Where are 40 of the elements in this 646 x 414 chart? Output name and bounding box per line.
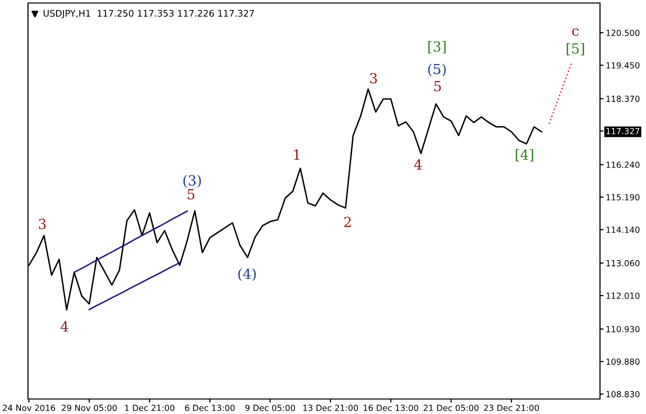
annotation: [3] [428,41,446,54]
y-tick-label: 115.190 [606,194,640,200]
y-tick-label: 113.060 [606,260,640,266]
annotation: (4) [238,268,256,282]
annotation: 3 [38,218,46,230]
annotation: 1 [294,149,300,160]
x-tick-label: 24 Nov 2016 [2,404,56,412]
y-tick-label: 109.880 [606,358,640,365]
x-tick-label: 29 Nov 05:00 [62,404,117,412]
x-tick-label: 23 Dec 21:00 [484,404,539,412]
annotation: 2 [344,216,351,228]
y-tick-label: 112.010 [606,292,640,299]
annotation: 5 [434,81,441,92]
annotation: 5 [188,189,194,200]
annotation: 4 [60,321,68,332]
annotation: 3 [370,72,377,84]
y-tick-label: 116.240 [606,162,640,168]
line-series [88,262,180,310]
annotation: [5] [566,43,584,56]
x-tick-label: 16 Dec 13:00 [364,404,418,412]
y-tick-label: 120.500 [606,30,640,36]
y-tick-label: 110.930 [606,326,640,332]
text: USDJPY,H1 117.250 117.353 117.226 117.327 [44,10,254,18]
annotation: c [572,28,579,36]
x-tick-label: 13 Dec 21:00 [303,404,358,412]
line-series [548,62,572,124]
y-tick-label: 118.370 [606,96,640,102]
x-tick-label: 6 Dec 13:00 [185,404,235,412]
x-tick-label: 9 Dec 05:00 [245,404,295,412]
line-series [73,210,188,274]
annotation: (3) [183,174,201,188]
y-tick-label: 108.830 [606,391,640,398]
annotation: (5) [428,64,446,76]
x-tick-label: 1 Dec 21:00 [125,404,174,412]
y-tick-label: 117.327 [606,128,640,134]
y-tick-label: 114.140 [606,226,640,233]
y-tick-label: 119.450 [606,62,640,69]
annotation: 4 [414,159,422,170]
x-tick-label: 21 Dec 05:00 [424,404,479,412]
annotation: [4] [516,149,534,162]
